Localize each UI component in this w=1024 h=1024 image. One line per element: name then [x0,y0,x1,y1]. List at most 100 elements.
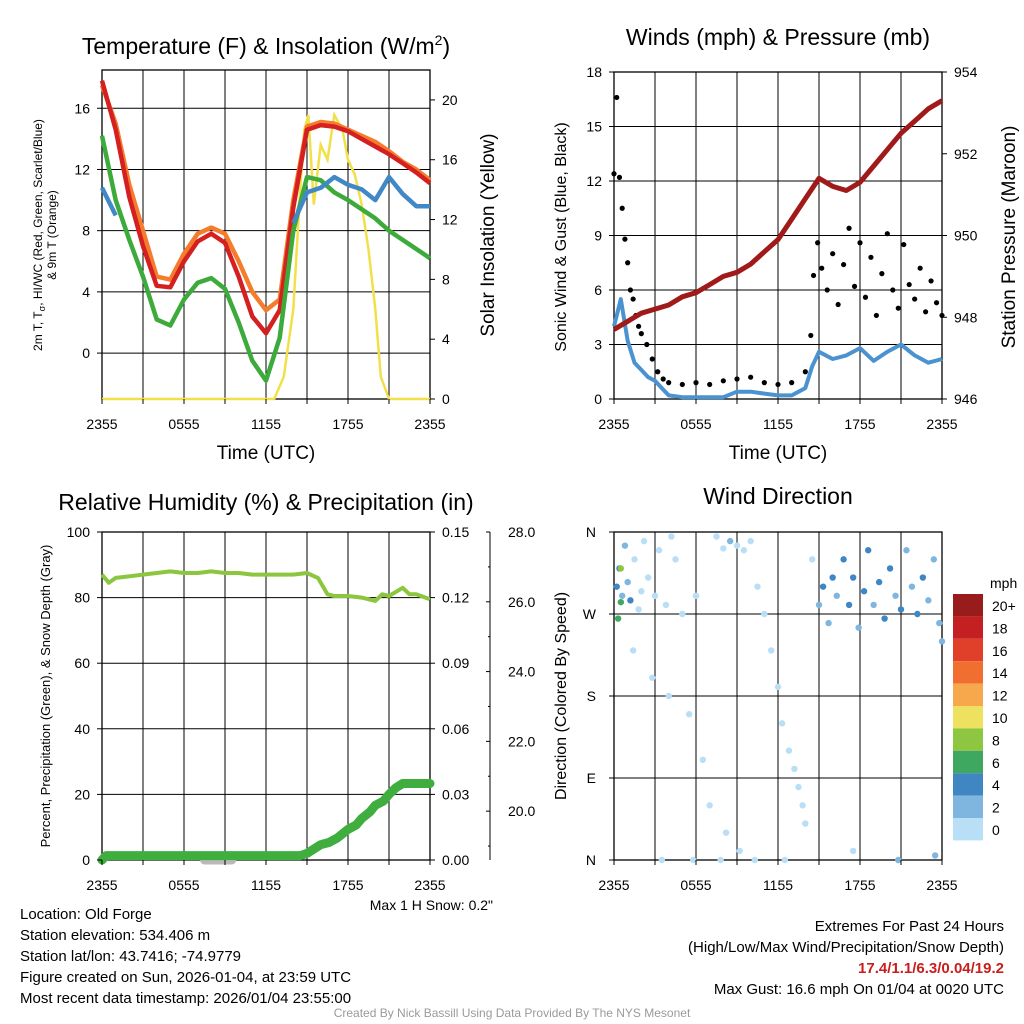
humidity-y-tick-label: 80 [74,590,90,606]
wind-direction-point [720,545,727,552]
gust-point [917,265,923,271]
temperature-y-tick-label: 4 [82,284,90,300]
wind-direction-point [808,556,816,563]
wind-direction-point [875,578,883,586]
wind-direction-point [799,802,806,809]
precipitation-line [97,779,435,865]
temperature-x-tick-label: 2355 [86,416,117,432]
wind-direction-point [658,856,666,864]
gust-point [748,374,754,380]
legend-swatch [953,728,983,751]
winds-x-tick-label: 2355 [598,416,629,432]
gust-point [627,287,634,293]
wind-direction-point [722,829,730,836]
temperature-x-tick-label: 1755 [332,416,363,432]
legend-swatch [953,594,983,617]
wind-direction-x-tick-label: 1755 [844,877,875,893]
sonic-wind-line [612,297,943,400]
legend-label: 20+ [992,598,1016,614]
wind-direction-point [679,610,686,618]
temperature-panel: Temperature (F) & Insolation (W/m2) 2355… [31,32,499,464]
temperature-y2-tick-label: 12 [442,212,458,228]
temperature-ylabel-left-2: & 9m T (Orange) [45,190,59,280]
humidity-ticks: 2355 0555 1155 1755 2355 0 20 40 60 80 100 0.00 0.03… [67,524,536,893]
humidity-x-tick-label: 2355 [86,877,117,893]
humidity-x-tick-label: 1755 [332,877,363,893]
gust-point [830,251,836,257]
wind-direction-point [815,601,823,609]
wind-direction-point [860,588,868,595]
extremes-title: Extremes For Past 24 Hours [814,918,1004,935]
wind-direction-point [767,647,775,654]
wind-direction-point [619,592,626,599]
wind-direction-y-tick-label: N [586,852,596,868]
speed-legend: 20+ 18 16 14 12 10 8 6 4 2 0 [953,594,1016,841]
humidity-y-tick-label: 100 [67,524,91,540]
gust-point [890,287,896,293]
gust-point [734,376,740,382]
temperature-ylabel-right: Solar Insolation (Yellow) [478,133,499,336]
wind-direction-y-tick-label: N [586,524,596,540]
humidity-series [97,569,435,865]
wind-direction-x-tick-label: 0555 [680,877,711,893]
humidity-grid [102,532,430,860]
temperature-y2-tick-label: 20 [442,92,458,108]
wind-direction-point [640,537,648,545]
legend-swatch [953,706,983,729]
wind-direction-point [849,574,857,581]
wind-direction-point [829,574,836,581]
insolation-line [102,111,430,401]
wind-direction-point [795,783,802,791]
gust-point [707,381,713,388]
gust-point [630,296,636,302]
wind-direction-point [825,619,832,627]
wind-direction-x-tick-label: 2355 [598,877,629,893]
wind-direction-point [914,610,921,618]
wind-direction-point [613,583,620,590]
wind-direction-point [629,647,637,654]
legend-swatch [953,818,983,841]
wind-direction-point [931,852,939,859]
gust-point [638,331,644,337]
wind-direction-point [713,533,720,540]
rh-line [100,569,431,603]
wind-direction-ylabel: Direction (Colored By Speed) [553,592,570,800]
gust-point [928,278,934,284]
wind-direction-point [617,598,625,606]
wind-direction-point [662,601,670,609]
station-info: Location: Old Forge Station elevation: 5… [20,904,351,1009]
winds-y2-tick-label: 952 [954,146,978,162]
humidity-y-tick-label: 20 [74,786,90,802]
temperature-x-tick-label: 1155 [251,416,281,432]
temperature-y-tick-label: 16 [74,100,90,116]
wind-direction-point [751,856,758,864]
legend-swatch [953,661,983,684]
wind-direction-point [908,583,916,590]
snow-y-tick-label: 26.0 [508,594,535,610]
wind-direction-point [665,692,672,700]
temperature-y2-tick-label: 0 [442,391,450,407]
winds-y-tick-label: 18 [586,64,602,80]
temperature-y2-tick-label: 8 [442,271,450,287]
wind-direction-point [644,574,652,581]
temperature-y2-tick-label: 4 [442,331,450,347]
humidity-ylabel-left: Percent, Precipitation (Green), & Snow D… [38,545,53,848]
gust-point [901,241,907,248]
gust-point [614,94,620,101]
gust-point [636,323,642,329]
elevation-text: Station elevation: 534.406 m [20,927,211,944]
wind-direction-point [631,556,638,563]
temp-9m-line [99,84,432,313]
gust-point [666,380,672,386]
wind-direction-point [638,588,645,595]
temperature-y-tick-label: 8 [82,223,90,239]
wind-direction-point [938,638,946,645]
wind-direction-point [936,619,943,627]
gust-point [802,369,808,375]
snow-y-tick-label: 24.0 [508,664,535,680]
wind-direction-point [761,610,768,618]
humidity-title: Relative Humidity (%) & Precipitation (i… [58,489,473,515]
winds-y-tick-label: 9 [594,228,602,244]
gust-point [939,312,945,319]
winds-panel: Winds (mph) & Pressure (mb) 2355 0555 1155… [553,24,1020,464]
